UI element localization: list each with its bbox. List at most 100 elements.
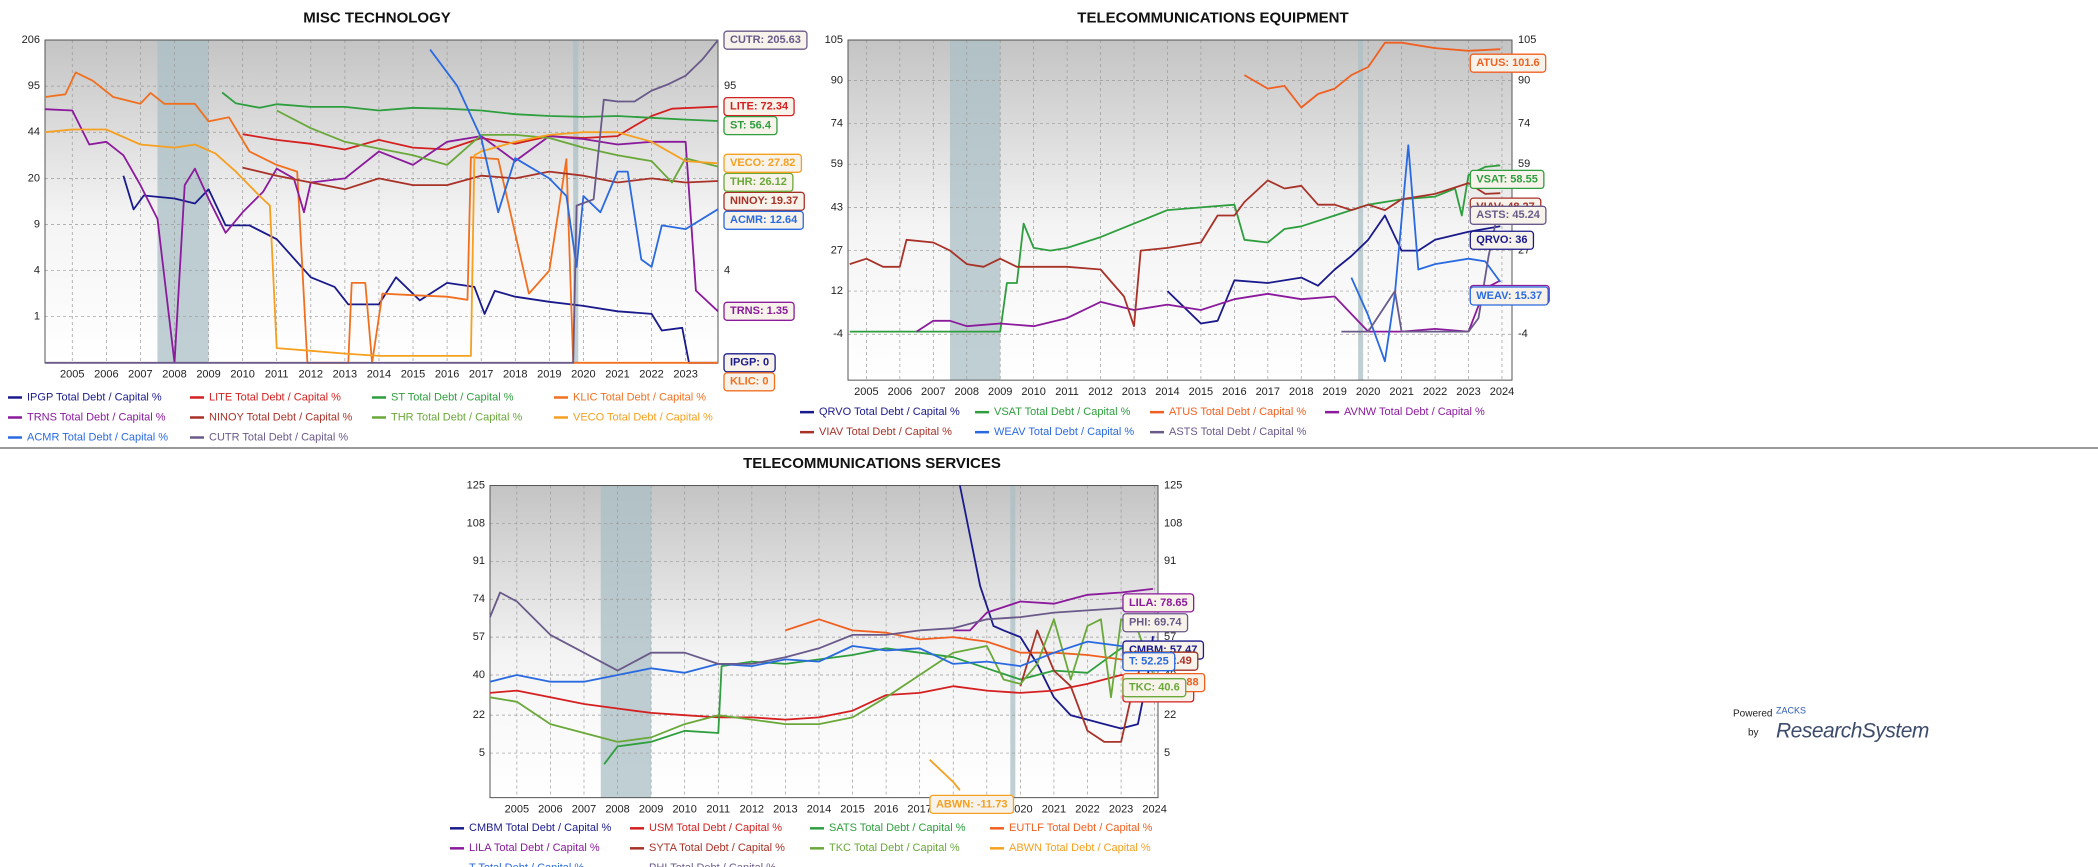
y-tick-label: 44: [28, 126, 40, 138]
x-tick-label: 2008: [162, 369, 186, 381]
y-tick-label: 74: [473, 593, 485, 605]
x-tick-label: 2020: [1356, 386, 1380, 398]
end-label: T: 52.25: [1129, 656, 1169, 668]
end-label-box: [723, 210, 804, 230]
end-label: ATUS: 101.6: [1476, 57, 1539, 69]
logo-product: ResearchSystem: [1776, 720, 1929, 743]
logo-brand: ZACKS: [1776, 705, 1806, 715]
end-label-box: [723, 372, 776, 392]
series-line: [953, 588, 1154, 632]
legend-label: LITE Total Debt / Capital %: [209, 391, 341, 403]
x-tick-label: 2019: [537, 369, 561, 381]
end-label-box: [723, 353, 776, 373]
x-tick-label: 2018: [503, 369, 527, 381]
x-tick-label: 2017: [907, 804, 931, 816]
x-tick-label: 2009: [639, 804, 663, 816]
series-line: [276, 109, 719, 184]
x-tick-label: 2016: [435, 369, 459, 381]
recession-band: [950, 40, 1001, 381]
series-line: [221, 91, 719, 122]
x-tick-label: 2024: [1490, 386, 1514, 398]
y-tick-label: 91: [473, 555, 485, 567]
y-tick-label: -4: [833, 328, 843, 340]
series-line: [489, 618, 1154, 743]
end-label: LITE: 72.34: [730, 101, 789, 113]
x-tick-label: 2014: [807, 804, 831, 816]
y-tick-label: 95: [28, 80, 40, 92]
y-tick-label: 12: [831, 285, 843, 297]
x-tick-label: 2010: [1021, 386, 1045, 398]
y-tick-label: 105: [825, 34, 843, 46]
x-tick-label: 2023: [673, 369, 697, 381]
logo: Powered ZACKS by ResearchSystem: [1733, 705, 1929, 742]
x-tick-label: 2013: [773, 804, 797, 816]
recession-band: [1358, 40, 1364, 381]
x-tick-label: 2010: [672, 804, 696, 816]
end-label-box: [1122, 652, 1176, 672]
x-tick-label: 2021: [1042, 804, 1066, 816]
y-tick-label-right: 95: [724, 80, 736, 92]
series-line: [429, 49, 719, 268]
y-tick-label: 1: [34, 311, 40, 323]
end-label-box: [723, 115, 778, 136]
series-line: [122, 175, 718, 364]
end-label: KLIC: 0: [730, 376, 769, 388]
legend-label: ACMR Total Debt / Capital %: [27, 431, 168, 443]
y-tick-label-right: -4: [1518, 328, 1528, 340]
legend-label: VSAT Total Debt / Capital %: [994, 406, 1131, 418]
x-tick-label: 2022: [639, 369, 663, 381]
recession-band: [600, 485, 652, 798]
end-label: WEAV: 15.37: [1476, 290, 1542, 302]
x-tick-label: 2017: [469, 369, 493, 381]
legend-label: ASTS Total Debt / Capital %: [1169, 426, 1307, 438]
series-line: [489, 640, 1154, 683]
recession-band: [1010, 485, 1016, 798]
legend-label: TRNS Total Debt / Capital %: [27, 411, 166, 423]
x-tick-label: 2009: [196, 369, 220, 381]
series-line: [959, 485, 1154, 730]
logo-powered: Powered: [1733, 709, 1772, 720]
x-tick-label: 2024: [1142, 804, 1166, 816]
end-label-box: [723, 96, 795, 117]
x-tick-label: 2014: [367, 369, 391, 381]
x-tick-label: 2012: [740, 804, 764, 816]
legend-label: QRVO Total Debt / Capital %: [819, 406, 960, 418]
y-tick-label-right: 125: [1164, 479, 1182, 491]
y-tick-label: 27: [831, 244, 843, 256]
x-tick-label: 2017: [1256, 386, 1280, 398]
x-tick-label: 2012: [1088, 386, 1112, 398]
end-label-box: [723, 191, 805, 211]
plot-area: [490, 485, 1158, 798]
end-label: THR: 26.12: [730, 176, 787, 188]
legend-label: USM Total Debt / Capital %: [649, 822, 782, 834]
end-label-box: [723, 30, 808, 50]
legend-label: EUTLF Total Debt / Capital %: [1009, 822, 1153, 834]
legend-label: VECO Total Debt / Capital %: [573, 411, 713, 423]
legend-label: CUTR Total Debt / Capital %: [209, 431, 348, 443]
x-tick-label: 2020: [571, 369, 595, 381]
y-tick-label-right: 22: [1164, 709, 1176, 721]
series-line: [785, 618, 1154, 670]
end-label-box: [723, 172, 794, 192]
y-tick-label-right: 5: [1164, 747, 1170, 759]
x-tick-label: 2021: [605, 369, 629, 381]
y-tick-label-right: 59: [1518, 158, 1530, 170]
chart-title: TELECOMMUNICATIONS EQUIPMENT: [1077, 10, 1348, 27]
y-tick-label-right: 27: [1518, 244, 1530, 256]
end-label-box: [1469, 205, 1547, 225]
plot-area: [848, 40, 1512, 381]
y-tick-label: 90: [831, 74, 843, 86]
x-tick-label: 2019: [1322, 386, 1346, 398]
y-tick-label: 43: [831, 201, 843, 213]
x-tick-label: 2023: [1456, 386, 1480, 398]
y-tick-label: 125: [467, 479, 485, 491]
x-tick-label: 2011: [265, 369, 289, 381]
y-tick-label: 5: [479, 747, 485, 759]
x-tick-label: 2010: [230, 369, 254, 381]
y-tick-label: 206: [22, 34, 40, 46]
end-label-box: [723, 301, 795, 321]
series-line: [849, 179, 1501, 328]
y-tick-label-right: 57: [1164, 631, 1176, 643]
x-tick-label: 2011: [706, 804, 730, 816]
